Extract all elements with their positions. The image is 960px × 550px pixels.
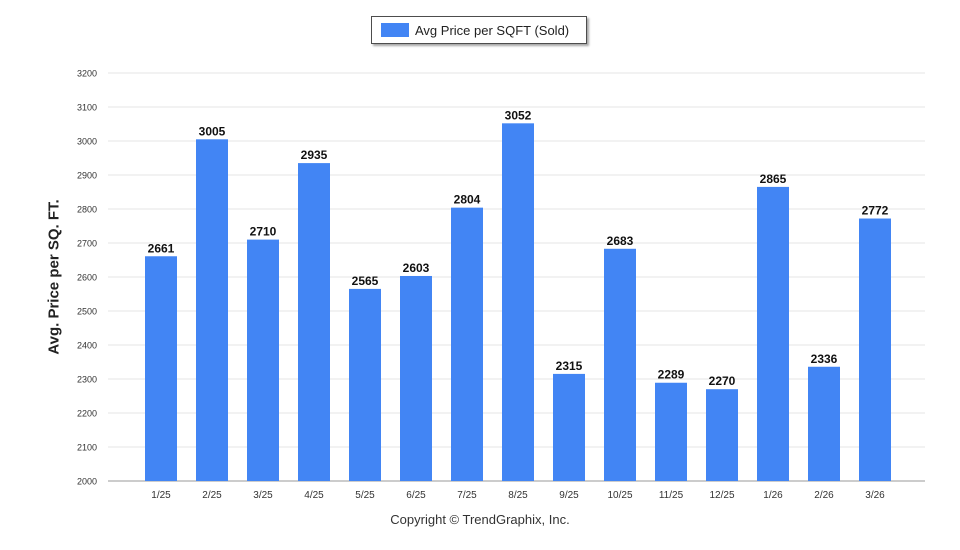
x-tick-label: 3/25 bbox=[253, 490, 273, 501]
legend-swatch bbox=[381, 23, 409, 37]
x-tick-label: 7/25 bbox=[457, 490, 477, 501]
legend-label: Avg Price per SQFT (Sold) bbox=[415, 22, 570, 38]
y-tick-label: 2300 bbox=[77, 375, 97, 385]
x-tick-label: 10/25 bbox=[607, 490, 632, 501]
x-tick-label: 5/25 bbox=[355, 490, 375, 501]
y-tick-label: 3000 bbox=[77, 137, 97, 147]
data-label: 2565 bbox=[352, 274, 379, 288]
y-tick-label: 2800 bbox=[77, 205, 97, 215]
copyright-footer: Copyright © TrendGraphix, Inc. bbox=[390, 512, 570, 527]
y-tick-label: 3200 bbox=[77, 69, 97, 79]
bar bbox=[349, 288, 381, 481]
y-tick-label: 2600 bbox=[77, 273, 97, 283]
x-tick-label: 1/26 bbox=[763, 490, 783, 501]
data-label: 3005 bbox=[199, 124, 226, 138]
bar bbox=[145, 256, 177, 481]
y-tick-label: 2100 bbox=[77, 443, 97, 453]
data-label: 2710 bbox=[250, 225, 277, 239]
data-label: 2661 bbox=[148, 241, 175, 255]
x-tick-label: 8/25 bbox=[508, 490, 528, 501]
bar bbox=[808, 366, 840, 481]
y-tick-label: 2900 bbox=[77, 171, 97, 181]
x-tick-label: 9/25 bbox=[559, 490, 579, 501]
x-tick-label: 4/25 bbox=[304, 490, 324, 501]
bar bbox=[400, 275, 432, 481]
bar bbox=[604, 248, 636, 481]
bar bbox=[502, 123, 534, 481]
data-label: 2270 bbox=[709, 374, 736, 388]
data-label: 2865 bbox=[760, 172, 787, 186]
data-label: 2315 bbox=[556, 359, 583, 373]
x-tick-label: 6/25 bbox=[406, 490, 426, 501]
y-tick-label: 2500 bbox=[77, 307, 97, 317]
data-label: 2289 bbox=[658, 368, 685, 382]
x-tick-label: 1/25 bbox=[151, 490, 171, 501]
x-tick-label: 11/25 bbox=[659, 490, 684, 501]
x-tick-label: 3/26 bbox=[865, 490, 885, 501]
x-tick-label: 12/25 bbox=[709, 490, 734, 501]
data-label: 2603 bbox=[403, 261, 430, 275]
bar bbox=[247, 239, 279, 481]
y-tick-label: 2700 bbox=[77, 239, 97, 249]
bar bbox=[859, 218, 891, 481]
data-label: 3052 bbox=[505, 108, 532, 122]
bar bbox=[451, 207, 483, 481]
bar bbox=[706, 389, 738, 481]
x-tick-label: 2/25 bbox=[202, 490, 222, 501]
bar bbox=[553, 373, 585, 481]
y-tick-label: 2200 bbox=[77, 409, 97, 419]
x-tick-label: 2/26 bbox=[814, 490, 834, 501]
y-axis-title: Avg. Price per SQ. FT. bbox=[45, 199, 63, 355]
data-label: 2336 bbox=[811, 352, 838, 366]
y-tick-label: 2400 bbox=[77, 341, 97, 351]
bar bbox=[655, 382, 687, 481]
chart-legend: Avg Price per SQFT (Sold) bbox=[371, 16, 587, 44]
bar bbox=[298, 163, 330, 481]
y-tick-label: 3100 bbox=[77, 103, 97, 113]
data-label: 2772 bbox=[862, 204, 889, 218]
y-tick-label: 2000 bbox=[77, 477, 97, 487]
data-label: 2935 bbox=[301, 148, 328, 162]
data-label: 2804 bbox=[454, 193, 481, 207]
bar bbox=[196, 139, 228, 482]
bar bbox=[757, 186, 789, 481]
data-label: 2683 bbox=[607, 234, 634, 248]
